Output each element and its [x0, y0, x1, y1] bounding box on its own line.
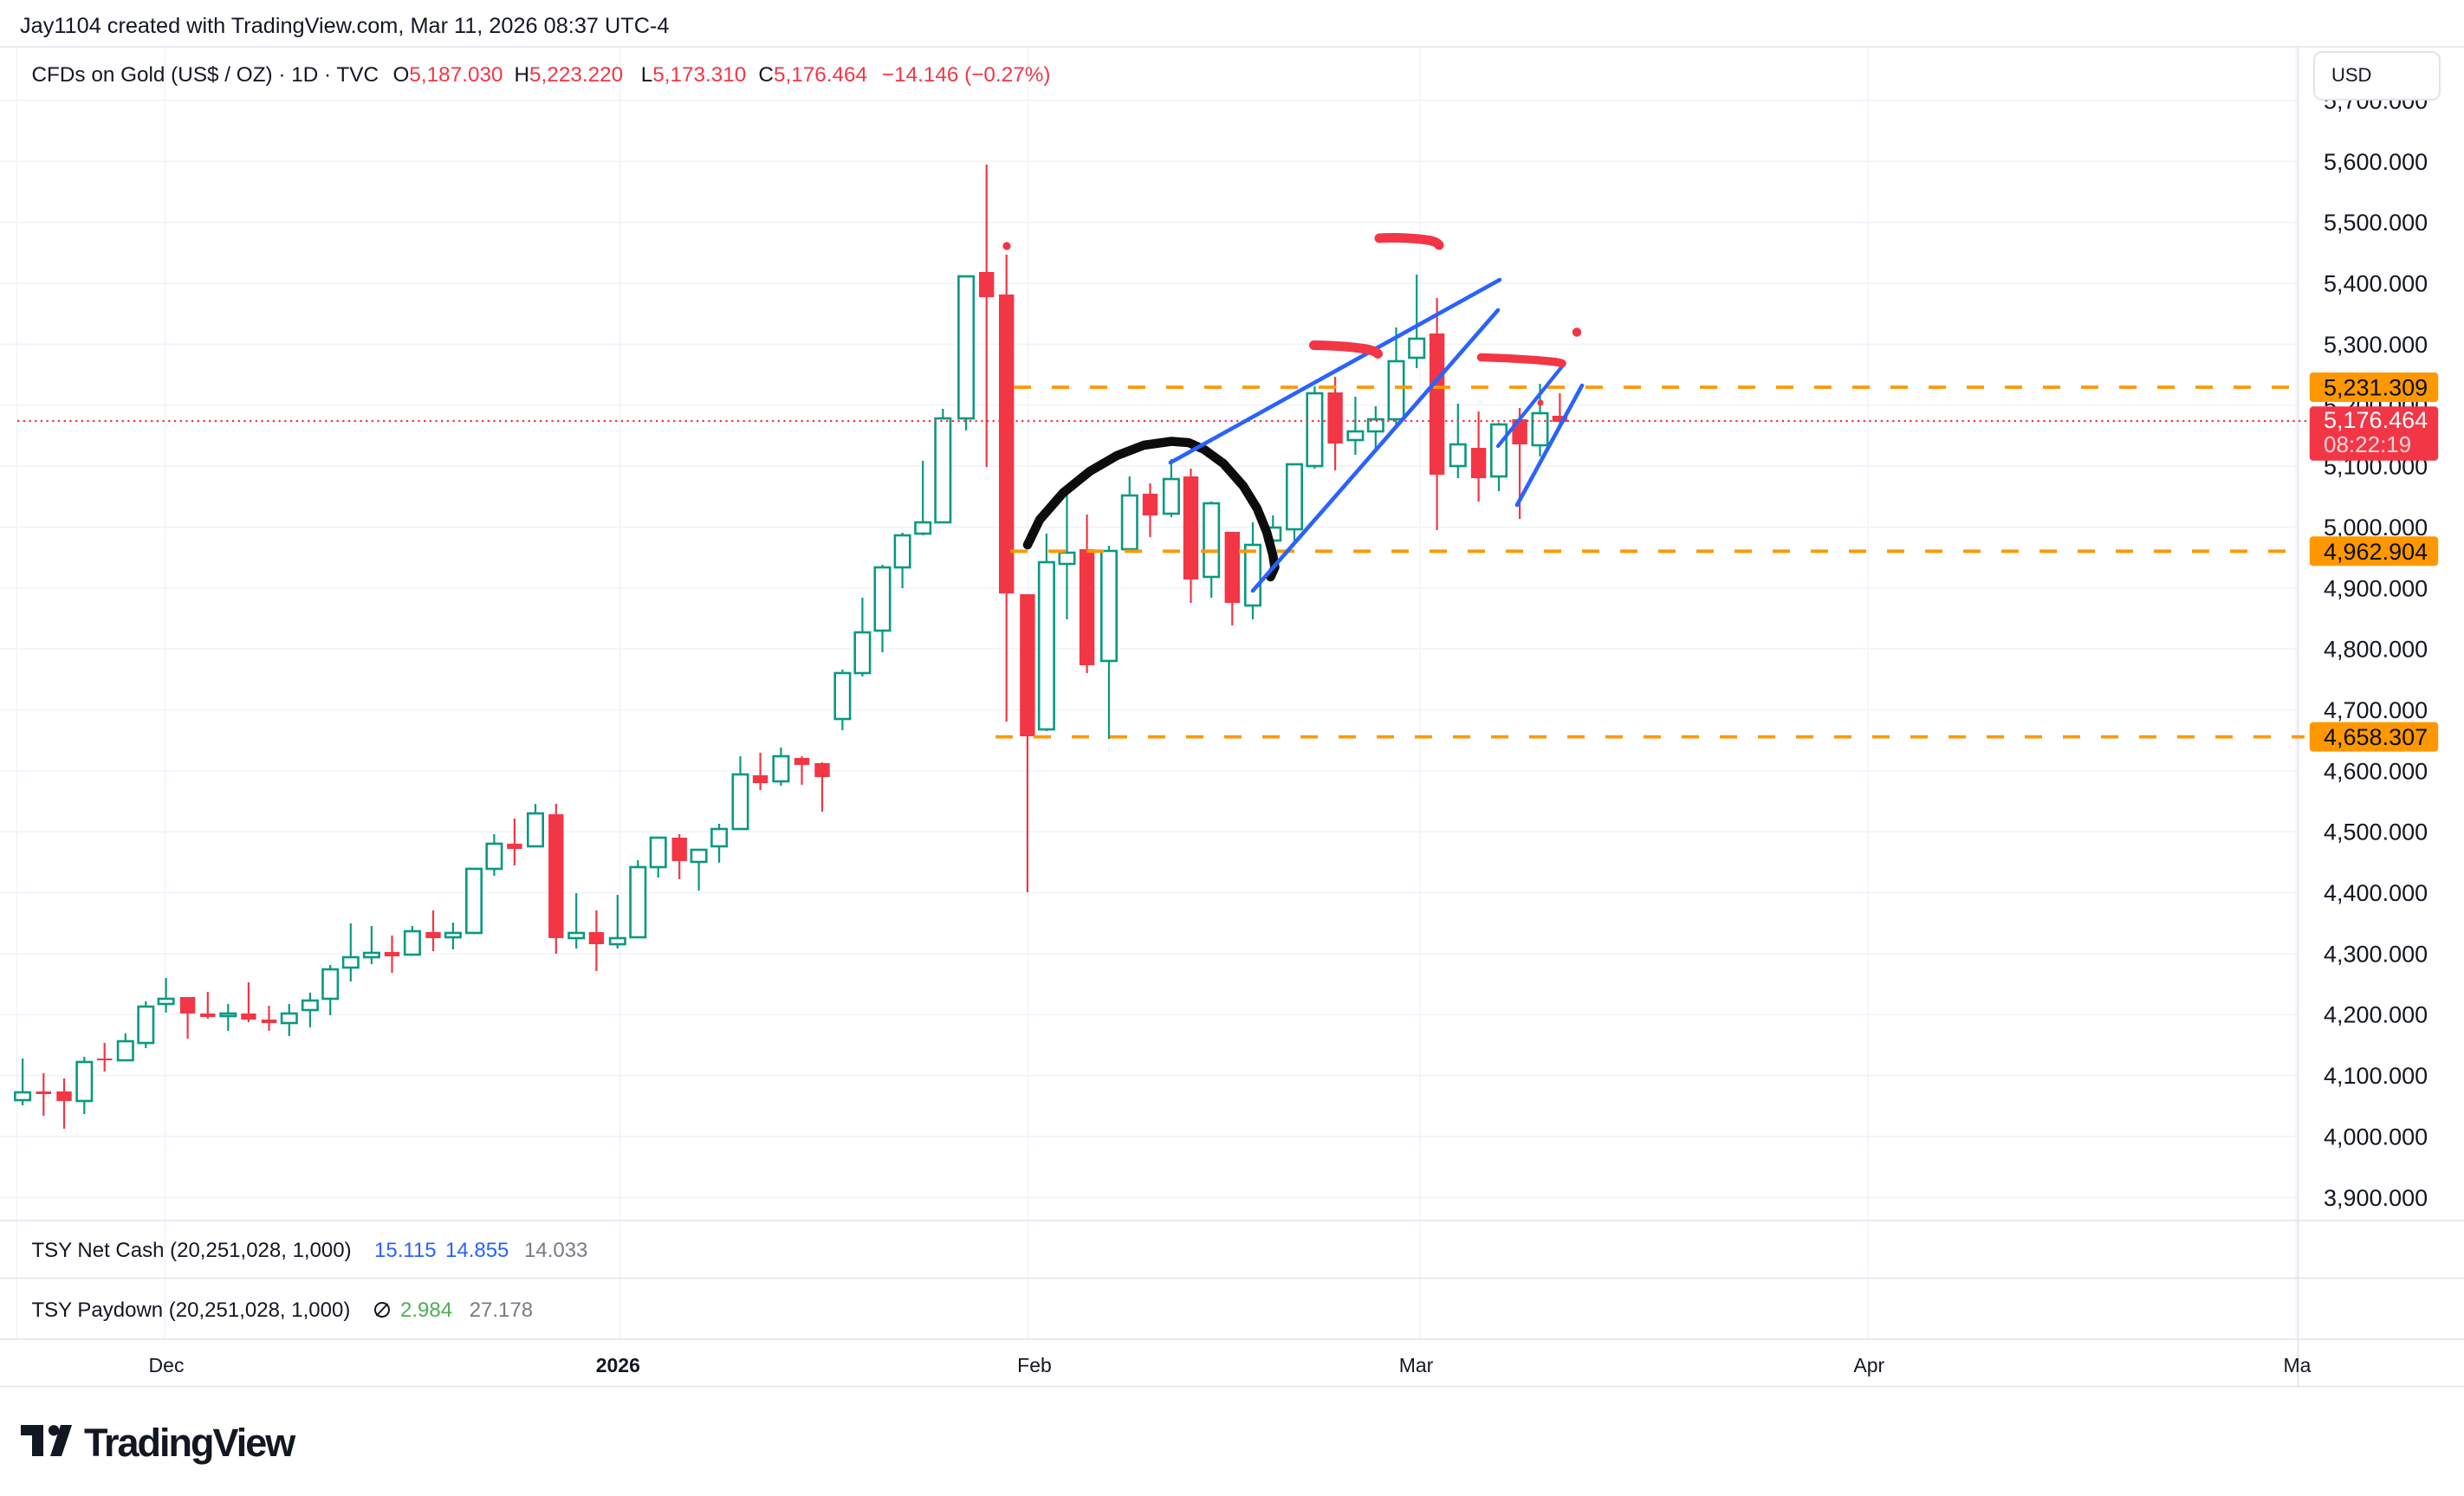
- svg-text:O5,187.030: O5,187.030: [393, 63, 503, 87]
- svg-text:08:22:19: 08:22:19: [2324, 431, 2411, 457]
- svg-text:4,200.000: 4,200.000: [2324, 1002, 2428, 1028]
- svg-text:14.855: 14.855: [445, 1239, 509, 1262]
- svg-text:USD: USD: [2331, 64, 2371, 86]
- svg-text:4,500.000: 4,500.000: [2324, 819, 2428, 845]
- svg-text:Feb: Feb: [1017, 1354, 1052, 1376]
- svg-text:2.984: 2.984: [400, 1298, 452, 1322]
- svg-text:5,500.000: 5,500.000: [2324, 210, 2428, 236]
- svg-text:3,900.000: 3,900.000: [2324, 1185, 2428, 1211]
- svg-text:CFDs on Gold (US$ / OZ) · 1D ·: CFDs on Gold (US$ / OZ) · 1D · TVC: [32, 63, 379, 87]
- svg-text:Jay1104 created with TradingVi: Jay1104 created with TradingView.com, Ma…: [20, 14, 669, 38]
- svg-text:4,800.000: 4,800.000: [2324, 637, 2428, 663]
- svg-text:4,900.000: 4,900.000: [2324, 575, 2428, 601]
- svg-text:C5,176.464: C5,176.464: [758, 63, 867, 87]
- svg-text:4,600.000: 4,600.000: [2324, 758, 2428, 784]
- svg-text:5,300.000: 5,300.000: [2324, 332, 2428, 358]
- svg-text:Apr: Apr: [1853, 1354, 1884, 1376]
- svg-text:Mar: Mar: [1399, 1354, 1434, 1376]
- svg-text:5,600.000: 5,600.000: [2324, 149, 2428, 175]
- svg-text:4,400.000: 4,400.000: [2324, 880, 2428, 906]
- svg-text:5,231.309: 5,231.309: [2324, 375, 2428, 401]
- svg-text:4,658.307: 4,658.307: [2324, 724, 2428, 750]
- svg-text:4,000.000: 4,000.000: [2324, 1124, 2428, 1150]
- svg-text:5,000.000: 5,000.000: [2324, 515, 2428, 541]
- svg-text:4,700.000: 4,700.000: [2324, 697, 2428, 723]
- svg-text:L5,173.310: L5,173.310: [641, 63, 747, 87]
- svg-text:14.033: 14.033: [524, 1239, 587, 1262]
- svg-text:Dec: Dec: [149, 1354, 185, 1376]
- svg-text:15.115: 15.115: [374, 1239, 437, 1262]
- svg-text:TradingView: TradingView: [84, 1421, 296, 1465]
- svg-text:5,400.000: 5,400.000: [2324, 271, 2428, 297]
- svg-text:TSY Net Cash (20,251,028, 1,00: TSY Net Cash (20,251,028, 1,000): [32, 1239, 352, 1262]
- svg-text:4,100.000: 4,100.000: [2324, 1063, 2428, 1089]
- svg-text:4,962.904: 4,962.904: [2324, 539, 2428, 565]
- svg-text:2026: 2026: [596, 1354, 640, 1376]
- svg-text:TSY Paydown (20,251,028, 1,000: TSY Paydown (20,251,028, 1,000): [32, 1298, 351, 1322]
- svg-text:−14.146 (−0.27%): −14.146 (−0.27%): [882, 63, 1051, 87]
- svg-text:4,300.000: 4,300.000: [2324, 941, 2428, 967]
- svg-text:H5,223.220: H5,223.220: [515, 63, 624, 87]
- svg-text:5,176.464: 5,176.464: [2324, 407, 2428, 433]
- svg-text:Ma: Ma: [2284, 1354, 2312, 1376]
- svg-text:27.178: 27.178: [470, 1298, 533, 1322]
